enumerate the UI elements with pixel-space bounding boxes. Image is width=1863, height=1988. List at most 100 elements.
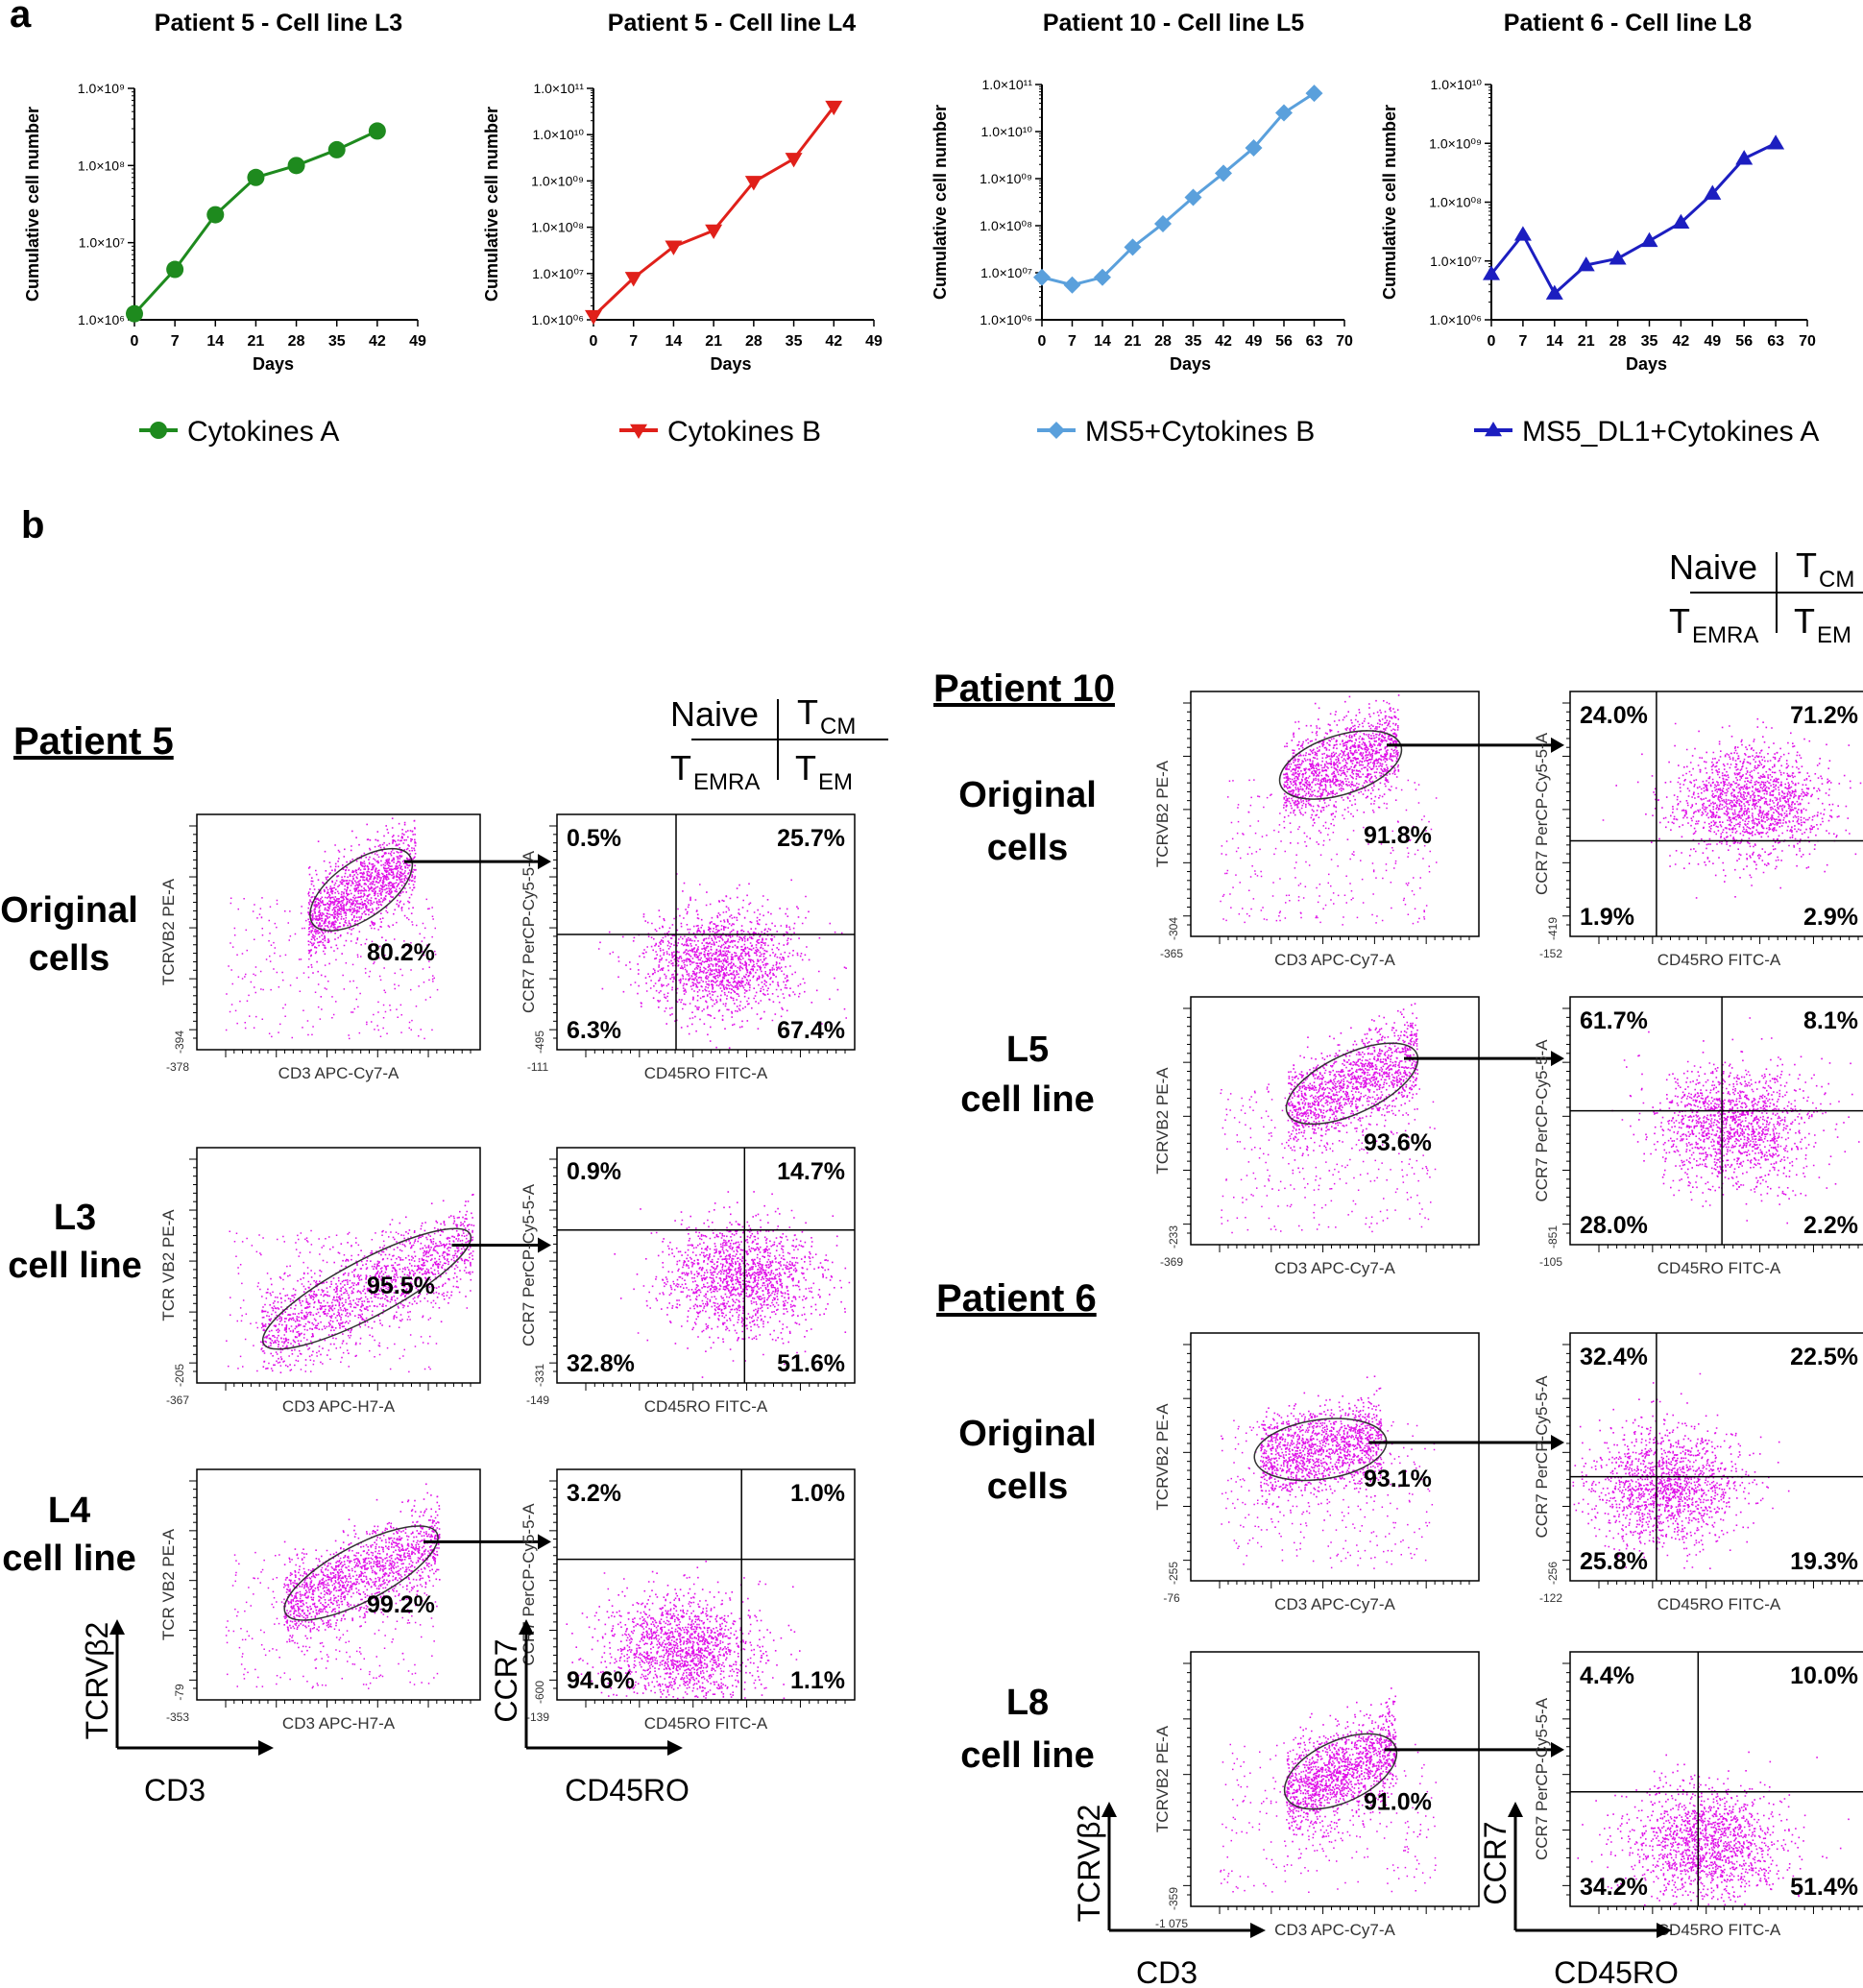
data-point (1640, 231, 1658, 248)
event-dots (566, 1561, 801, 1700)
event-dots (614, 1191, 851, 1378)
quadrant-naive-pct: 3.2% (567, 1480, 621, 1507)
data-point (665, 240, 683, 255)
quadrant-tem-pct: 1.1% (790, 1667, 845, 1694)
y-axis-label: CCR7 PerCP-Cy5-5-A (1533, 1375, 1551, 1539)
facs-row: L3 cell line 95.5% CD3 APC-H7-A TCR VB2 PE-A… (8, 1147, 856, 1416)
plot-frame (556, 1468, 856, 1701)
y-axis-label: TCR VB2 PE-A (159, 1528, 178, 1640)
quadrant-naive-pct: 24.0% (1580, 702, 1648, 729)
chart-title: Patient 5 - Cell line L4 (608, 10, 856, 36)
x-tick-label: 49 (865, 333, 883, 350)
gate-arrow-head (1551, 1051, 1564, 1067)
bottom-x-label: CD3 (144, 1773, 206, 1807)
x-tick-label: 42 (1215, 333, 1232, 350)
data-point (585, 309, 602, 326)
data-point (287, 157, 305, 175)
x-axis-label: Days (1626, 354, 1667, 374)
quadrant-tcm-pct: 10.0% (1790, 1662, 1858, 1689)
row-label-line1: L3 (54, 1198, 96, 1238)
event-dots (1572, 1372, 1790, 1569)
series-line (592, 106, 835, 318)
bottom-y-arrowhead (109, 1619, 125, 1635)
y-axis-label: Cumulative cell number (931, 105, 950, 300)
bottom-x-arrowhead (1657, 1923, 1672, 1938)
legend-marker (630, 424, 647, 439)
y-min-label: -205 (173, 1364, 186, 1387)
x-axis-label: Days (710, 354, 751, 374)
bottom-x-arrowhead (667, 1740, 683, 1756)
gate-arrow-head (538, 854, 551, 870)
data-point (1767, 134, 1785, 150)
bottom-y-label: CCR7 (1478, 1821, 1512, 1904)
gate-percent: 95.5% (367, 1273, 435, 1299)
plot-frame (1569, 691, 1863, 937)
x-min-label: -122 (1539, 1591, 1562, 1605)
y-tick-label: 1.0×10⁰⁹ (531, 173, 584, 188)
quadrant-tcm-pct: 25.7% (777, 825, 845, 852)
row-label-line1: L4 (48, 1491, 90, 1531)
x-tick-label: 21 (248, 333, 265, 350)
y-min-label: -255 (1167, 1562, 1180, 1585)
facs-row: L5 cell line 93.6% CD3 APC-Cy7-A TCRVB2 PE-A… (960, 996, 1863, 1277)
x-axis-label: CD45RO FITC-A (1657, 1921, 1781, 1939)
key-tcm: T (797, 692, 818, 732)
y-axis-label: TCRVB2 PE-A (1153, 1067, 1172, 1175)
y-min-label: -331 (533, 1364, 546, 1387)
quadrant-temra-pct: 32.8% (567, 1350, 635, 1377)
bottom-x-label: CD3 (1136, 1955, 1198, 1988)
y-axis-label: TCR VB2 PE-A (159, 1209, 178, 1321)
y-min-label: -851 (1546, 1225, 1560, 1249)
x-axis-label: CD3 APC-Cy7-A (1274, 951, 1395, 969)
y-tick-label: 1.0×10⁰⁷ (980, 265, 1032, 280)
data-point (1305, 85, 1323, 103)
growth-chart-4: Patient 6 - Cell line L8 0 7 14 21 28 35 42 49 56… (1380, 10, 1819, 448)
plot-frame (1190, 1651, 1480, 1907)
data-point (1154, 214, 1172, 232)
x-min-label: -378 (166, 1060, 189, 1074)
x-tick-label: 35 (328, 333, 346, 350)
row-label-line1: Original (958, 775, 1097, 815)
x-axis-label: CD3 APC-Cy7-A (1274, 1259, 1395, 1277)
x-tick-label: 0 (1488, 333, 1496, 350)
y-tick-label: 1.0×10¹⁰ (981, 124, 1033, 139)
gate-percent: 91.0% (1364, 1788, 1432, 1815)
quadrant-tcm-pct: 1.0% (790, 1480, 845, 1507)
gate-percent: 91.8% (1364, 822, 1432, 849)
gate-outline (261, 1227, 472, 1350)
legend-label: Cytokines A (187, 416, 339, 448)
y-min-label: -304 (1167, 917, 1180, 940)
x-tick-label: 21 (705, 333, 722, 350)
chart-title: Patient 5 - Cell line L3 (155, 10, 402, 36)
key-tcm-sub: CM (1819, 567, 1854, 593)
y-tick-label: 1.0×10⁰⁷ (1430, 254, 1482, 269)
panel-label-b: b (21, 504, 44, 546)
y-min-label: -600 (533, 1681, 546, 1704)
bottom-y-arrowhead (519, 1619, 534, 1635)
x-tick-label: 42 (825, 333, 842, 350)
quadrant-naive-pct: 0.9% (567, 1158, 621, 1185)
bottom-x-label: CD45RO (1554, 1955, 1679, 1988)
gate-outline (1253, 1418, 1388, 1482)
row-label-line2: cell line (960, 1735, 1094, 1776)
quadrant-temra-pct: 28.0% (1580, 1212, 1648, 1239)
quadrant-naive-pct: 32.4% (1580, 1344, 1648, 1370)
data-point (126, 304, 143, 323)
gate-percent: 80.2% (367, 939, 435, 966)
data-point (1672, 213, 1690, 230)
x-axis-label: Days (253, 354, 294, 374)
x-min-label: -353 (166, 1710, 189, 1724)
patient-group-3: Patient 6 Original cells 93.1% CD3 APC-Cy7-A… (936, 1277, 1863, 1939)
quadrant-temra-pct: 25.8% (1580, 1548, 1648, 1575)
data-point (1545, 284, 1563, 300)
growth-chart-1: Patient 5 - Cell line L3 0 7 14 21 28 35 42 49 1.… (23, 10, 426, 448)
chart-title: Patient 10 - Cell line L5 (1043, 10, 1304, 36)
x-tick-label: 28 (745, 333, 762, 350)
plot-frame (1190, 691, 1480, 937)
data-point (1063, 276, 1081, 294)
patient-title: Patient 10 (933, 667, 1115, 710)
y-tick-label: 1.0×10⁰⁶ (980, 312, 1032, 327)
row-label-line1: Original (958, 1414, 1097, 1454)
x-tick-label: 14 (1094, 333, 1111, 350)
x-min-label: -1 075 (1155, 1917, 1188, 1930)
